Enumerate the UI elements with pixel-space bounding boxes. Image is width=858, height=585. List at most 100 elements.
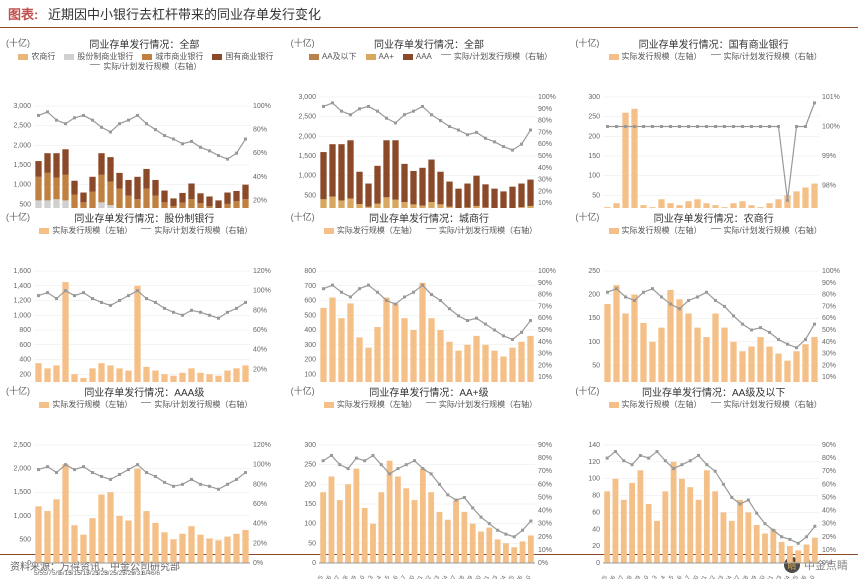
svg-text:100: 100	[589, 475, 601, 482]
svg-text:5/5: 5/5	[315, 574, 325, 579]
svg-text:1,500: 1,500	[13, 489, 31, 496]
svg-text:300: 300	[589, 94, 601, 101]
svg-text:20%: 20%	[253, 540, 267, 547]
svg-text:70%: 70%	[538, 468, 552, 475]
svg-text:30%: 30%	[822, 350, 836, 357]
svg-text:5/6: 5/6	[323, 574, 333, 579]
svg-text:400: 400	[19, 356, 31, 363]
svg-text:40%: 40%	[253, 346, 267, 353]
panel-title: 同业存单发行情况：AA级及以下	[573, 382, 854, 399]
svg-text:500: 500	[304, 312, 316, 319]
legend-item: 实际/计划发行规模（右轴）	[138, 226, 252, 235]
svg-text:200: 200	[304, 356, 316, 363]
svg-text:90%: 90%	[538, 279, 552, 286]
panel-legend: 实际发行规模（左轴）实际/计划发行规模（右轴）	[4, 399, 285, 411]
chart-svg: 0501001502002500%10%20%30%40%50%60%70%80…	[573, 237, 849, 405]
svg-text:120: 120	[589, 458, 601, 465]
svg-text:200: 200	[19, 371, 31, 378]
chart-panel-2: (十亿) 同业存单发行情况：国有商业银行 实际发行规模（左轴）实际/计划发行规模…	[573, 34, 854, 204]
svg-text:1,000: 1,000	[13, 512, 31, 519]
svg-text:5/9: 5/9	[348, 574, 358, 579]
panel-legend: AA及以下AA+AAA实际/计划发行规模（右轴）	[289, 51, 570, 63]
svg-text:70%: 70%	[822, 303, 836, 310]
svg-text:40%: 40%	[538, 507, 552, 514]
svg-text:6/4: 6/4	[498, 574, 508, 579]
svg-text:100%: 100%	[253, 287, 271, 294]
chart-svg: 05001,0001,5002,0002,5003,0000%10%20%30%…	[289, 63, 565, 231]
svg-text:500: 500	[19, 536, 31, 543]
svg-text:5/8: 5/8	[625, 574, 635, 579]
svg-text:40%: 40%	[538, 338, 552, 345]
svg-text:10%: 10%	[538, 200, 552, 207]
legend-item: 实际/计划发行规模（右轴）	[423, 226, 537, 235]
svg-text:40%: 40%	[822, 507, 836, 514]
svg-text:250: 250	[589, 113, 601, 120]
panel-legend: 实际发行规模（左轴）实际/计划发行规模（右轴）	[573, 225, 854, 237]
svg-text:3,000: 3,000	[13, 103, 31, 110]
svg-text:80%: 80%	[538, 291, 552, 298]
chart-svg: 0501001502002503000%10%20%30%40%50%60%70…	[289, 411, 565, 579]
svg-text:30%: 30%	[822, 520, 836, 527]
chart-svg: 0204060801001201400%10%20%30%40%50%60%70…	[573, 411, 849, 579]
svg-text:50: 50	[593, 192, 601, 199]
svg-text:50: 50	[308, 540, 316, 547]
svg-text:140: 140	[589, 442, 601, 449]
legend-item: 实际发行规模（左轴）	[36, 226, 132, 235]
svg-text:5/7: 5/7	[332, 574, 342, 579]
svg-text:200: 200	[589, 133, 601, 140]
panel-title: 同业存单发行情况：全部	[289, 34, 570, 51]
svg-text:60%: 60%	[822, 315, 836, 322]
y-unit-label: (十亿)	[6, 384, 30, 397]
chart-panel-8: (十亿) 同业存单发行情况：AA级及以下 实际发行规模（左轴）实际/计划发行规模…	[573, 382, 854, 552]
panel-legend: 实际发行规模（左轴）实际/计划发行规模（右轴）	[573, 51, 854, 63]
svg-text:500: 500	[304, 192, 316, 199]
legend-item: 实际/计划发行规模（右轴）	[708, 52, 822, 61]
legend-item: 实际发行规模（左轴）	[606, 400, 702, 409]
svg-text:80%: 80%	[253, 481, 267, 488]
svg-text:20%: 20%	[538, 188, 552, 195]
y-unit-label: (十亿)	[291, 384, 315, 397]
panel-title: 同业存单发行情况：城商行	[289, 208, 570, 225]
panel-legend: 实际发行规模（左轴） 实际/计划发行规模（右轴）	[4, 225, 285, 237]
svg-text:2,000: 2,000	[13, 143, 31, 150]
panel-title: 同业存单发行情况：国有商业银行	[573, 34, 854, 51]
legend-item: 实际/计划发行规模（右轴）	[87, 62, 201, 71]
svg-text:80%: 80%	[538, 455, 552, 462]
svg-text:150: 150	[589, 315, 601, 322]
svg-text:30%: 30%	[538, 350, 552, 357]
legend-item: 农商行	[15, 52, 55, 61]
legend-item: 实际/计划发行规模（右轴）	[438, 52, 552, 61]
svg-text:2,500: 2,500	[13, 123, 31, 130]
header-title: 近期因中小银行去杠杆带来的同业存单发行变化	[48, 7, 321, 22]
svg-text:90%: 90%	[822, 442, 836, 449]
svg-text:0: 0	[596, 560, 600, 567]
svg-text:30%: 30%	[538, 176, 552, 183]
legend-item: 实际发行规模（左轴）	[321, 226, 417, 235]
svg-text:80%: 80%	[822, 291, 836, 298]
chart-panel-0: (十亿) 同业存单发行情况：全部 农商行股份制商业银行城市商业银行国有商业银行实…	[4, 34, 285, 204]
svg-text:2,500: 2,500	[13, 442, 31, 449]
y-unit-label: (十亿)	[291, 210, 315, 223]
y-unit-label: (十亿)	[291, 36, 315, 49]
svg-text:100%: 100%	[538, 94, 556, 101]
svg-text:60%: 60%	[253, 150, 267, 157]
panel-title: 同业存单发行情况：AAA级	[4, 382, 285, 399]
svg-text:600: 600	[19, 341, 31, 348]
svg-text:90%: 90%	[822, 279, 836, 286]
chart-svg: 05001,0001,5002,0002,5000%20%40%60%80%10…	[4, 411, 280, 579]
svg-text:20%: 20%	[822, 362, 836, 369]
legend-item: AA+	[363, 52, 394, 61]
y-unit-label: (十亿)	[6, 210, 30, 223]
legend-item: 实际发行规模（左轴）	[606, 226, 702, 235]
y-unit-label: (十亿)	[575, 384, 599, 397]
svg-text:6/5: 6/5	[791, 574, 801, 579]
svg-text:40%: 40%	[538, 164, 552, 171]
svg-text:30%: 30%	[538, 520, 552, 527]
panel-title: 同业存单发行情况：股份制银行	[4, 208, 285, 225]
svg-text:40%: 40%	[822, 338, 836, 345]
svg-text:0: 0	[312, 560, 316, 567]
svg-text:300: 300	[304, 442, 316, 449]
svg-text:1,400: 1,400	[13, 282, 31, 289]
svg-text:400: 400	[304, 327, 316, 334]
svg-text:2,000: 2,000	[298, 133, 316, 140]
